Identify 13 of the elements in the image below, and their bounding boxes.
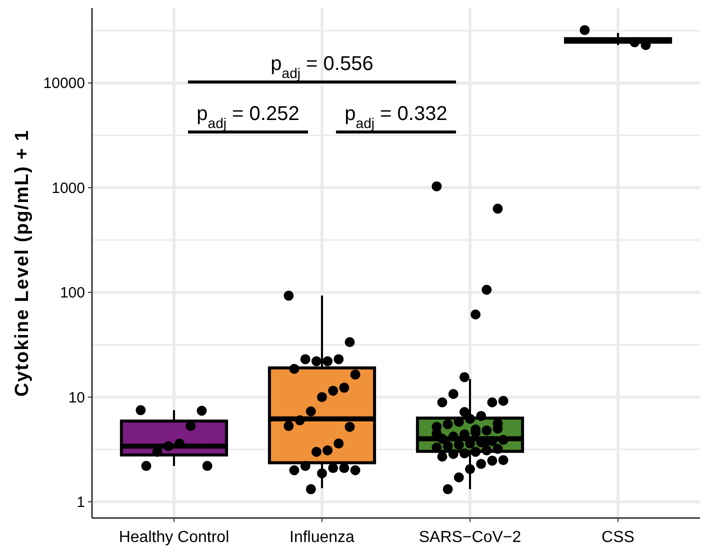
y-tick-label: 10000 <box>43 75 85 92</box>
x-tick-label: CSS <box>602 529 634 546</box>
y-tick-label: 10 <box>68 389 85 406</box>
x-tick-label: SARS−CoV−2 <box>418 529 522 546</box>
y-axis-title: Cytokine Level (pg/mL) + 1 <box>12 129 33 397</box>
x-tick-label: Influenza <box>290 529 355 546</box>
annotation: p$_{adj}$ = 0.252 <box>196 103 300 131</box>
x-tick-label: Healthy Control <box>118 529 230 546</box>
annotation: p$_{adj}$ = 0.332 <box>344 103 448 131</box>
annotation: p$_{adj}$ = 0.556 <box>270 53 374 81</box>
y-tick-label: 1000 <box>52 180 85 197</box>
y-tick-label: 1 <box>76 494 85 512</box>
y-tick-label: 100 <box>60 284 85 302</box>
